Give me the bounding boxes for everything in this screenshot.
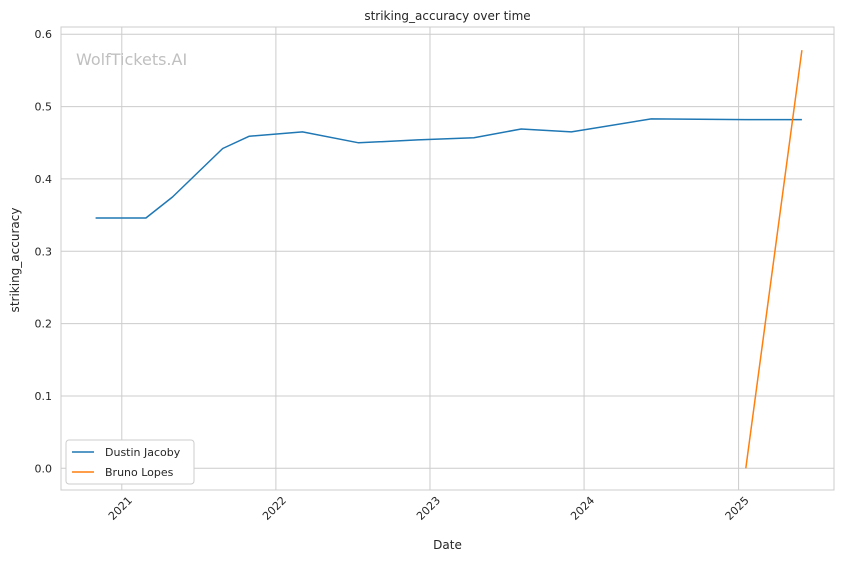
y-tick-label: 0.2 bbox=[35, 318, 53, 331]
y-tick-label: 0.6 bbox=[35, 28, 53, 41]
watermark: WolfTickets.AI bbox=[76, 50, 187, 69]
series-line-bruno-lopes bbox=[745, 50, 803, 469]
series-line-dustin-jacoby bbox=[95, 118, 802, 219]
plot-area-frame bbox=[60, 26, 835, 491]
y-tick-label: 0.5 bbox=[35, 101, 53, 114]
legend-label-dustin-jacoby: Dustin Jacoby bbox=[105, 446, 181, 459]
y-tick-label: 0.3 bbox=[35, 245, 53, 258]
y-tick-label: 0.1 bbox=[35, 390, 53, 403]
y-tick-label: 0.0 bbox=[35, 462, 53, 475]
gridlines bbox=[61, 27, 834, 490]
y-tick-label: 0.4 bbox=[35, 173, 53, 186]
y-axis-title: striking_accuracy bbox=[8, 208, 22, 313]
chart-title: striking_accuracy over time bbox=[364, 9, 530, 23]
legend: Dustin Jacoby Bruno Lopes bbox=[65, 439, 195, 485]
legend-box bbox=[65, 439, 195, 485]
legend-label-bruno-lopes: Bruno Lopes bbox=[105, 466, 174, 479]
series-lines bbox=[95, 50, 803, 469]
x-axis-title: Date bbox=[433, 538, 462, 552]
